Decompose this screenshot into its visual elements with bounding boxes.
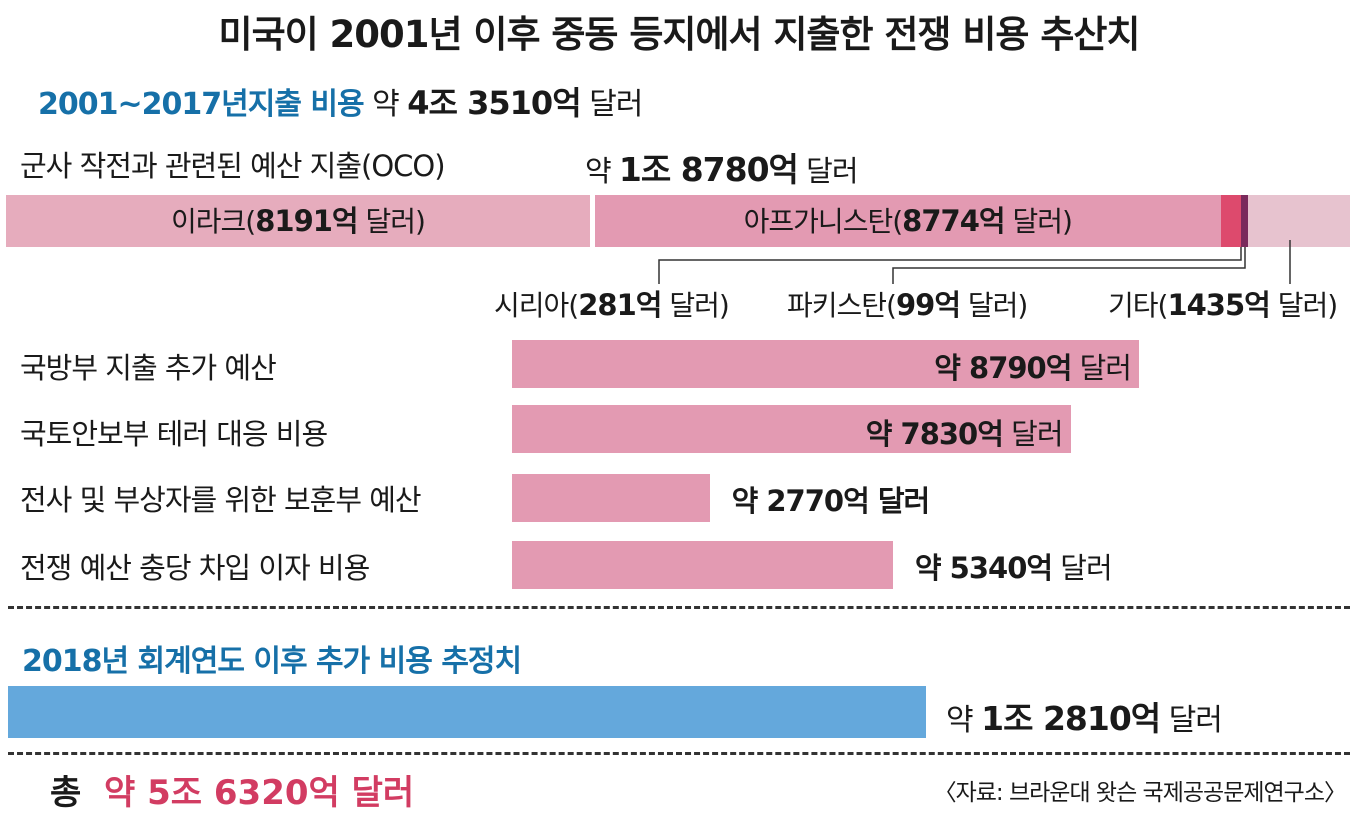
oco-total-prefix: 약 <box>585 154 612 188</box>
category-label-dhs: 국토안보부 테러 대응 비용 <box>20 417 328 451</box>
oco-total-amount: 1조 8780억 <box>618 150 799 189</box>
bar-dod <box>512 340 1139 388</box>
total-value: 약 5조 6320억 달러 <box>104 773 415 813</box>
bar-future <box>8 686 926 738</box>
bar-segment-syria <box>1220 195 1241 247</box>
oco-total-unit: 달러 <box>806 154 858 188</box>
bar-segment-other <box>1247 195 1350 247</box>
bar-label-iraq: 이라크(8191억 달러) <box>171 204 426 238</box>
future-section-label: 2018년 회계연도 이후 추가 비용 추정치 <box>22 644 522 679</box>
value-label-va: 약 2770억 달러 <box>731 484 931 518</box>
leader-line-syria <box>658 247 1242 284</box>
chart-title: 미국이 2001년 이후 중동 등지에서 지출한 전쟁 비용 추산치 <box>218 13 1141 56</box>
label-other: 기타(1435억 달러) <box>1108 288 1338 322</box>
leader-lines <box>658 240 1291 284</box>
label-syria: 시리아(281억 달러) <box>494 288 730 322</box>
total-label: 총 <box>50 773 82 813</box>
leader-line-pakistan <box>892 247 1246 284</box>
category-label-interest: 전쟁 예산 충당 차입 이자 비용 <box>20 551 370 585</box>
oco-total: 약 1조 8780억 달러 <box>585 143 859 191</box>
subtitle-amount: 4조 3510억 <box>407 84 581 122</box>
value-label-future: 약 1조 2810억 달러 <box>946 699 1223 738</box>
subtitle-prefix: 약 <box>372 87 400 122</box>
bar-label-afghanistan: 아프가니스탄(8774억 달러) <box>743 204 1073 238</box>
bar-interest <box>512 541 893 589</box>
divider-line <box>8 606 1350 609</box>
source-note: 〈자료: 브라운대 왓슨 국제공공문제연구소〉 <box>933 780 1347 806</box>
subtitle: 2001~2017년지출 비용 약 4조 3510억 달러 <box>38 78 643 124</box>
value-label-interest: 약 5340억 달러 <box>914 551 1113 585</box>
category-label-dod: 국방부 지출 추가 예산 <box>20 351 277 385</box>
bar-segment-iraq <box>6 195 590 247</box>
divider-line-bottom <box>8 752 1350 755</box>
bar-segment-afghanistan <box>595 195 1221 247</box>
subtitle-period: 2001~2017년지출 비용 <box>38 87 365 122</box>
oco-label: 군사 작전과 관련된 예산 지출(OCO) <box>20 149 446 183</box>
value-label-dhs: 약 7830억 달러 <box>865 417 1064 451</box>
value-label-dod: 약 8790억 달러 <box>934 351 1132 385</box>
bar-segment-pakistan <box>1240 195 1248 247</box>
subtitle-unit: 달러 <box>589 87 643 122</box>
bar-va <box>512 474 710 522</box>
category-label-va: 전사 및 부상자를 위한 보훈부 예산 <box>20 483 422 517</box>
label-pakistan: 파키스탄(99억 달러) <box>787 288 1028 322</box>
bar-dhs <box>512 405 1071 453</box>
oco-stacked-bar: 이라크(8191억 달러) 아프가니스탄(8774억 달러) <box>0 195 1358 255</box>
